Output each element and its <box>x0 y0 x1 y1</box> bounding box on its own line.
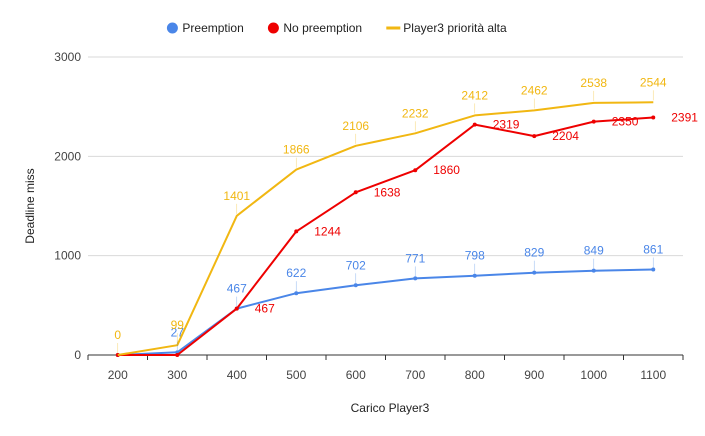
data-point <box>651 267 656 272</box>
data-label: 2412 <box>461 88 488 102</box>
legend: Preemption No preemption Player3 priorità … <box>166 21 507 35</box>
data-point <box>353 190 358 195</box>
data-label: 467 <box>227 282 247 296</box>
data-label: 771 <box>405 251 425 265</box>
data-point <box>651 115 656 120</box>
legend-marker <box>166 22 178 34</box>
data-label: 798 <box>465 249 485 263</box>
series-layer <box>115 101 656 357</box>
x-axis-title: Carico Player3 <box>351 401 430 415</box>
y-tick-label: 3000 <box>54 50 81 64</box>
legend-marker <box>267 22 279 34</box>
data-point <box>234 306 239 311</box>
legend-marker <box>386 26 401 30</box>
data-labels: 27 467 622 702 771 798 829 849 861 467 1244 1638 186… <box>114 75 698 353</box>
data-point <box>175 353 180 357</box>
x-tick-label: 700 <box>405 368 425 382</box>
x-tick-label: 1000 <box>580 368 607 382</box>
data-point <box>472 273 477 278</box>
data-label: 467 <box>255 302 275 316</box>
legend-label-1: Preemption <box>182 21 243 35</box>
data-label: 829 <box>524 246 544 260</box>
data-label: 2319 <box>493 118 520 132</box>
x-tick-label: 1100 <box>640 368 666 382</box>
data-point <box>294 229 299 234</box>
legend-label-2: No preemption <box>283 21 362 35</box>
data-point <box>532 134 537 139</box>
data-point <box>294 291 299 296</box>
data-point <box>413 276 418 281</box>
x-axis-ticks: 200 300 400 500 600 700 800 900 1000 1100 <box>87 355 684 382</box>
data-label: 1244 <box>314 224 341 238</box>
data-label: 1866 <box>283 143 310 157</box>
data-label: 622 <box>286 266 306 280</box>
data-label: 27 <box>171 325 185 339</box>
series-line-1 <box>117 268 654 356</box>
data-label: 2538 <box>580 76 607 90</box>
y-axis-ticks: 0 1000 2000 3000 <box>54 50 81 362</box>
x-tick-label: 500 <box>286 368 306 382</box>
data-point <box>472 122 477 127</box>
data-label: 1638 <box>374 185 401 199</box>
data-label: 2350 <box>612 115 639 129</box>
data-point <box>353 283 358 288</box>
data-label: 849 <box>584 244 604 258</box>
x-tick-label: 400 <box>227 368 247 382</box>
data-label: 1860 <box>433 163 460 177</box>
data-label: 2232 <box>402 106 429 120</box>
data-point <box>532 270 537 275</box>
gridlines <box>88 56 683 356</box>
series-line-3 <box>117 101 654 356</box>
legend-label-3: Player3 priorità alta <box>403 21 507 35</box>
y-axis-title: Deadline miss <box>23 168 37 243</box>
x-tick-label: 900 <box>524 368 544 382</box>
data-label: 2204 <box>552 129 579 143</box>
data-label: 2106 <box>342 119 369 133</box>
series-line-2 <box>117 116 654 356</box>
data-label: 702 <box>346 258 366 272</box>
x-tick-label: 300 <box>167 368 187 382</box>
y-tick-label: 1000 <box>54 249 81 263</box>
data-label: 1401 <box>223 189 250 203</box>
data-label: 2544 <box>640 75 667 89</box>
x-tick-label: 200 <box>108 368 128 382</box>
data-label: 861 <box>643 242 663 256</box>
data-point <box>591 268 596 273</box>
x-tick-label: 600 <box>346 368 366 382</box>
data-label: 2462 <box>521 83 548 97</box>
data-point <box>413 168 418 173</box>
y-tick-label: 2000 <box>54 149 81 163</box>
y-tick-label: 0 <box>74 348 81 362</box>
data-point <box>591 119 596 124</box>
x-tick-label: 800 <box>465 368 485 382</box>
data-label: 2391 <box>671 110 698 124</box>
data-label: 0 <box>114 328 121 342</box>
data-label: 99 <box>171 318 185 332</box>
